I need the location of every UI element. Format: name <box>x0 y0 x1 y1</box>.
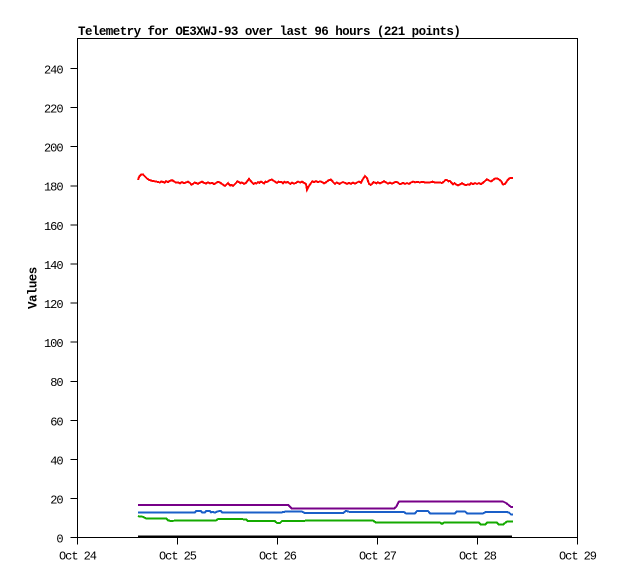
svg-text:220: 220 <box>44 103 63 117</box>
svg-text:Values: Values <box>27 267 41 309</box>
svg-text:Oct 24: Oct 24 <box>59 550 97 564</box>
svg-text:240: 240 <box>44 63 63 77</box>
svg-text:Oct 26: Oct 26 <box>259 550 297 564</box>
svg-text:200: 200 <box>44 142 63 156</box>
svg-text:Oct 29: Oct 29 <box>559 550 597 564</box>
svg-text:0: 0 <box>56 532 63 546</box>
svg-text:40: 40 <box>50 454 63 468</box>
svg-text:180: 180 <box>44 181 63 195</box>
svg-text:140: 140 <box>44 259 63 273</box>
svg-text:120: 120 <box>44 298 63 312</box>
svg-text:80: 80 <box>50 376 63 390</box>
svg-text:Oct 27: Oct 27 <box>359 550 397 564</box>
svg-text:20: 20 <box>50 494 63 508</box>
svg-text:100: 100 <box>44 337 63 351</box>
svg-text:Oct 28: Oct 28 <box>459 550 497 564</box>
svg-text:Telemetry for OE3XWJ-93 over l: Telemetry for OE3XWJ-93 over last 96 hou… <box>78 25 460 39</box>
svg-text:160: 160 <box>44 220 63 234</box>
svg-text:Oct 25: Oct 25 <box>159 550 197 564</box>
svg-text:60: 60 <box>50 415 63 429</box>
